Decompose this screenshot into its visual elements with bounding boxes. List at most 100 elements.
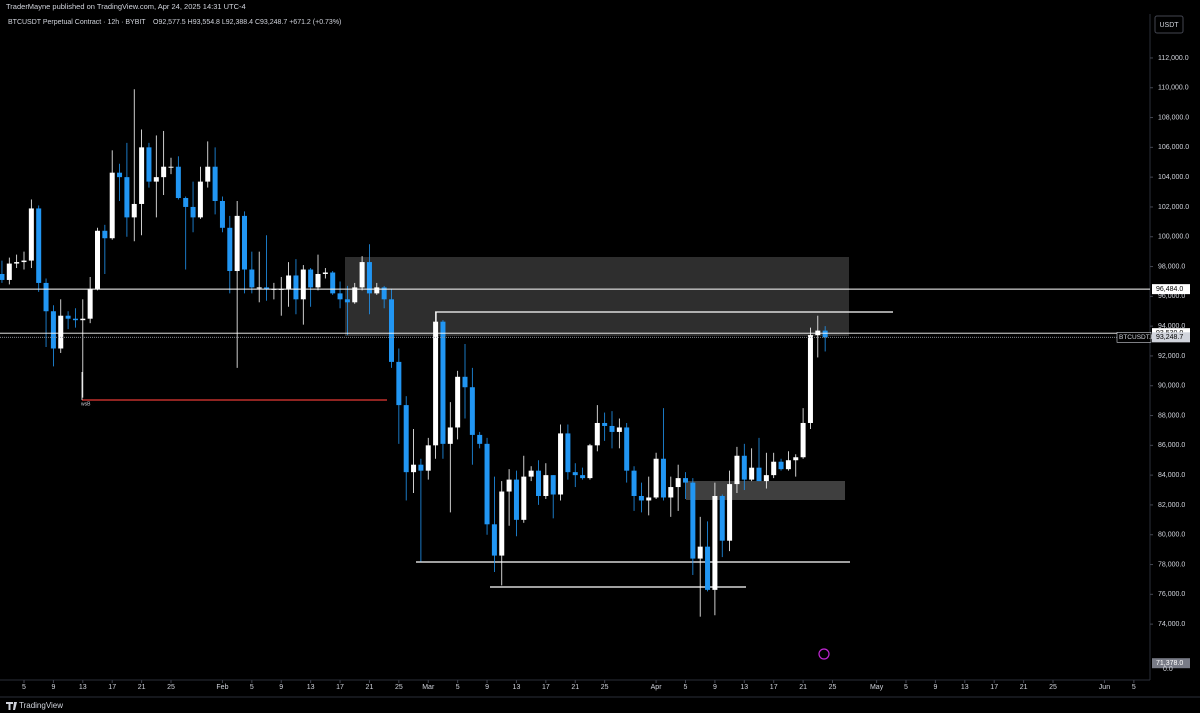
candle-body xyxy=(197,181,203,218)
candle-body xyxy=(477,434,483,444)
y-tick-label: 100,000.0 xyxy=(1158,234,1189,241)
candle-body xyxy=(521,476,527,520)
y-tick-label: 112,000.0 xyxy=(1158,55,1189,62)
candle-body xyxy=(741,455,747,480)
candle-body xyxy=(337,293,343,300)
y-tick-label: 108,000.0 xyxy=(1158,114,1189,121)
candle-body xyxy=(249,269,255,288)
candle-body xyxy=(43,282,49,312)
candle-body xyxy=(602,422,608,426)
y-tick-label: 76,000.0 xyxy=(1158,591,1185,598)
price-label: 93,248.7 xyxy=(1156,334,1183,341)
x-tick-label: 5 xyxy=(456,684,460,691)
y-tick-label: 110,000.0 xyxy=(1158,85,1189,92)
candle-body xyxy=(690,482,696,559)
drawings xyxy=(81,257,893,588)
x-tick-label: 25 xyxy=(829,684,837,691)
price-label-box xyxy=(1152,332,1190,343)
candle-body xyxy=(0,273,5,280)
candle-body xyxy=(153,177,159,182)
candle-body xyxy=(785,460,791,470)
x-tick-label: 13 xyxy=(307,684,315,691)
candle-body xyxy=(212,166,218,201)
candle-body xyxy=(499,491,505,556)
candle-body xyxy=(550,475,556,495)
candle-body xyxy=(161,166,167,178)
candle-body xyxy=(771,461,777,476)
x-tick-label: 25 xyxy=(601,684,609,691)
x-tick-label: 5 xyxy=(684,684,688,691)
x-tick-label: 13 xyxy=(740,684,748,691)
x-tick-label: Apr xyxy=(651,684,663,691)
y-tick-label: 86,000.0 xyxy=(1158,442,1185,449)
candle-body xyxy=(411,464,417,473)
candle-body xyxy=(675,478,681,488)
candle-body xyxy=(50,311,56,349)
x-tick-label: 5 xyxy=(250,684,254,691)
candle-body xyxy=(433,321,439,446)
y-tick-label: 98,000.0 xyxy=(1158,263,1185,270)
candle-body xyxy=(308,269,314,288)
annotation: wsB xyxy=(81,401,91,407)
candle-body xyxy=(822,330,828,338)
candle-body xyxy=(205,166,211,182)
x-tick-label: 25 xyxy=(1049,684,1057,691)
candle-body xyxy=(374,287,380,294)
x-tick-label: 5 xyxy=(1132,684,1136,691)
candle-body xyxy=(65,315,71,319)
candle-body xyxy=(712,495,718,590)
y-tick-label: 88,000.0 xyxy=(1158,412,1185,419)
x-tick-label: 21 xyxy=(799,684,807,691)
y-tick-label: 78,000.0 xyxy=(1158,561,1185,568)
candle-body xyxy=(381,287,387,300)
x-tick-label: May xyxy=(870,684,884,691)
candle-body xyxy=(293,275,299,300)
candle-body xyxy=(440,321,446,444)
candle-body xyxy=(631,470,637,496)
price-label-box xyxy=(1152,284,1190,295)
candle-body xyxy=(609,425,615,432)
candle-body xyxy=(344,299,350,303)
y-tick-label: 94,000.0 xyxy=(1158,323,1185,330)
currency-button-label[interactable]: USDT xyxy=(1159,22,1179,29)
symbol-tag: BTCUSDT.P xyxy=(1119,334,1155,341)
footer-logo xyxy=(6,702,17,710)
y-tick-label: 82,000.0 xyxy=(1158,502,1185,509)
plot xyxy=(0,89,828,617)
axes: 74,000.0 76,000.0 78,000.0 80,000.0 82,000.0… xyxy=(0,55,1190,691)
candle-body xyxy=(734,455,740,485)
currency-button[interactable] xyxy=(1154,15,1184,34)
candle-body xyxy=(646,497,652,501)
candle-body xyxy=(763,475,769,482)
candle-body xyxy=(359,262,365,288)
candle-body xyxy=(660,458,666,498)
volume-label: 0.0 xyxy=(1163,666,1173,673)
y-tick-label: 90,000.0 xyxy=(1158,383,1185,390)
candle-body xyxy=(352,287,358,303)
candle-body xyxy=(14,262,20,264)
candle-body xyxy=(469,387,475,435)
candle-body xyxy=(506,479,512,492)
x-tick-label: Mar xyxy=(422,684,435,691)
y-tick-label: 104,000.0 xyxy=(1158,174,1189,181)
candle-body xyxy=(447,427,453,444)
event-icon[interactable] xyxy=(818,648,830,660)
x-tick-label: 21 xyxy=(138,684,146,691)
candle-body xyxy=(131,203,137,218)
candle-body xyxy=(484,443,490,525)
candle-body xyxy=(322,272,328,274)
candle-body xyxy=(72,318,78,321)
candle-body xyxy=(21,260,27,263)
candle-body xyxy=(80,318,86,321)
candle-body xyxy=(146,147,152,182)
x-tick-label: Jun xyxy=(1099,684,1110,691)
x-tick-label: 17 xyxy=(770,684,778,691)
x-tick-label: 13 xyxy=(513,684,521,691)
candle-body xyxy=(793,457,799,461)
chart-title: BTCUSDT Perpetual Contract · 12h · BYBIT xyxy=(8,19,146,26)
candle-body xyxy=(95,230,100,289)
x-tick-label: 5 xyxy=(22,684,26,691)
candle-body xyxy=(28,208,34,261)
candle-body xyxy=(705,546,711,590)
